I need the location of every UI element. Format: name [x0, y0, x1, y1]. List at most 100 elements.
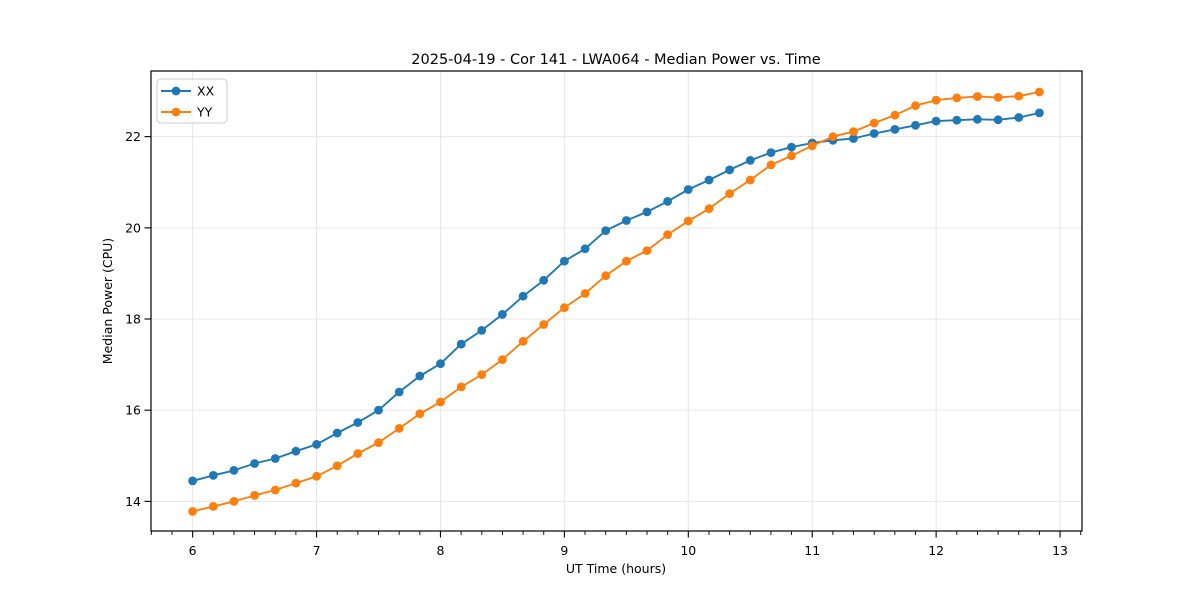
xx-point — [580, 244, 590, 254]
x-tick-label: 9 — [560, 543, 568, 558]
legend: XX YY — [156, 78, 228, 124]
yy-point — [766, 160, 776, 170]
yy-point — [704, 204, 714, 214]
data-series — [188, 87, 1044, 516]
x-tick-label: 12 — [928, 543, 944, 558]
xx-point — [993, 115, 1003, 125]
series-line-xx — [192, 111, 1040, 482]
yy-point — [952, 93, 962, 103]
yy-point — [890, 110, 900, 120]
legend-box — [156, 78, 228, 124]
xx-point — [952, 115, 962, 125]
plot-border — [150, 70, 1083, 532]
yy-point — [622, 256, 631, 266]
xx-point — [188, 476, 198, 486]
xx-point — [560, 256, 569, 266]
yy-point — [973, 92, 982, 101]
yy-point — [250, 491, 259, 500]
xx-point — [787, 142, 796, 152]
yy-point — [993, 93, 1003, 102]
yy-point — [415, 409, 425, 419]
yy-point — [332, 461, 342, 471]
xx-point — [622, 216, 631, 225]
xx-point — [704, 175, 714, 185]
chart-title: 2025-04-19 - Cor 141 - LWA064 - Median P… — [411, 52, 820, 68]
xx-point — [208, 471, 218, 480]
yy-point — [642, 246, 652, 256]
xx-point — [291, 446, 301, 456]
xx-point — [270, 454, 280, 463]
xx-point — [518, 291, 528, 301]
xx-point — [973, 114, 982, 124]
y-tick-label: 14 — [125, 494, 141, 509]
yy-point — [745, 175, 755, 185]
yy-point — [1035, 87, 1044, 97]
yy-point — [374, 438, 383, 447]
x-tick-label: 11 — [804, 543, 820, 558]
xx-point — [1035, 108, 1044, 118]
xx-point — [890, 124, 900, 134]
x-axis-label: UT Time (hours) — [566, 561, 666, 576]
yy-point — [807, 141, 817, 151]
yy-point — [1014, 91, 1024, 101]
legend-label-xx: XX — [197, 84, 215, 99]
xx-point — [539, 275, 549, 285]
yy-point — [911, 101, 920, 110]
xx-point — [642, 207, 652, 217]
y-tick-label: 22 — [125, 129, 141, 144]
x-tick-label: 10 — [680, 543, 696, 558]
yy-point — [601, 271, 611, 281]
yy-point — [560, 303, 569, 312]
xx-point — [725, 165, 734, 175]
yy-point — [539, 320, 549, 329]
y-tick-label: 20 — [125, 220, 141, 235]
yy-point — [291, 478, 301, 488]
xx-point — [869, 129, 879, 138]
xx-point — [931, 116, 941, 126]
xx-point — [250, 459, 259, 468]
xx-point — [415, 371, 425, 381]
xx-point — [663, 197, 672, 206]
yy-point — [518, 336, 528, 346]
yy-point — [394, 424, 404, 433]
xx-point — [477, 326, 487, 335]
yy-point — [456, 382, 466, 392]
yy-point — [188, 507, 198, 516]
yy-point — [208, 502, 218, 511]
xx-point — [849, 134, 858, 143]
grid-lines — [151, 71, 1082, 531]
yy-point — [353, 449, 363, 458]
yy-point — [787, 151, 796, 161]
legend-marker-xx — [171, 86, 181, 96]
xx-point — [456, 339, 466, 349]
legend-label-yy: YY — [196, 105, 213, 120]
yy-point — [270, 485, 280, 495]
yy-point — [312, 471, 321, 481]
xx-point — [374, 405, 383, 415]
yy-point — [725, 189, 734, 199]
yy-point — [229, 497, 239, 506]
xx-point — [353, 418, 363, 427]
axis-ticks: 6 7 8 9 10 11 12 13 14 16 18 20 22 — [125, 129, 1082, 558]
xx-point — [911, 120, 920, 130]
xx-point — [498, 310, 507, 319]
xx-point — [436, 359, 445, 369]
y-tick-label: 16 — [125, 403, 141, 418]
xx-point — [766, 148, 776, 158]
yy-point — [869, 118, 879, 128]
x-tick-label: 6 — [189, 543, 197, 558]
xx-point — [1014, 113, 1024, 122]
xx-point — [332, 428, 342, 438]
yy-point — [580, 289, 590, 298]
legend-marker-yy — [171, 107, 181, 117]
xx-point — [229, 466, 239, 475]
xx-point — [394, 387, 404, 397]
y-tick-label: 18 — [125, 312, 141, 327]
yy-point — [849, 127, 858, 136]
yy-point — [436, 397, 445, 407]
yy-point — [828, 132, 838, 142]
xx-point — [683, 185, 693, 194]
yy-point — [683, 216, 693, 226]
